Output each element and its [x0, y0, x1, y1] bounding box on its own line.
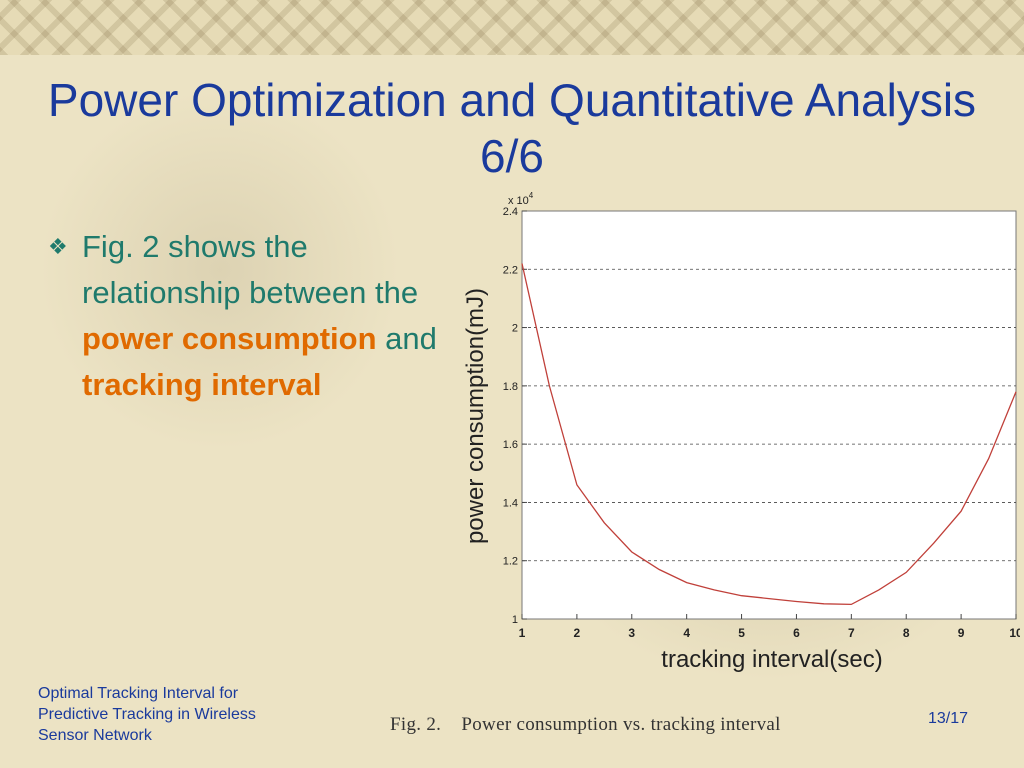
- x-tick-label: 5: [738, 626, 745, 640]
- power-consumption-chart: 1 1.2 1.4 1.6 1.8 2 2.2 2.4 1 2 3 4 5 6 7 8 9 10 x 104 t…: [462, 191, 1020, 673]
- grid-lines: [521, 210, 1017, 620]
- y-tick-label: 1.6: [503, 439, 518, 451]
- y-tick-label: 2.2: [503, 264, 518, 276]
- x-tick-label: 8: [903, 626, 910, 640]
- y-tick-label: 1.4: [503, 497, 518, 509]
- x-tick-label: 7: [848, 626, 855, 640]
- x-tick-label: 2: [574, 626, 581, 640]
- y-multiplier-label: x 104: [508, 191, 534, 207]
- x-tick-label: 6: [793, 626, 800, 640]
- bullet-text-part: Fig. 2 shows the relationship between th…: [82, 229, 419, 310]
- page-number: 13/17: [928, 710, 969, 727]
- x-tick-labels: 1 2 3 4 5 6 7 8 9 10: [519, 626, 1020, 640]
- x-tick-label: 10: [1009, 626, 1020, 640]
- figure-caption: Fig. 2. Power consumption vs. tracking i…: [390, 714, 781, 735]
- footer-title: Optimal Tracking Interval for Predictive…: [38, 685, 256, 744]
- plot-area: [521, 210, 1017, 620]
- bullet-text: Fig. 2 shows the relationship between th…: [82, 224, 452, 408]
- background-texture: [40, 90, 400, 450]
- x-tick-label: 9: [958, 626, 965, 640]
- decorative-top-border: [0, 0, 1024, 55]
- bullet-text-part: and: [376, 321, 437, 356]
- y-axis-label: power consumption(mJ): [462, 288, 489, 544]
- y-tick-label: 1: [512, 614, 518, 626]
- x-axis-label: tracking interval(sec): [661, 646, 882, 673]
- y-tick-label: 2.4: [503, 206, 518, 218]
- power-curve-line: [521, 263, 1017, 606]
- highlight-tracking-interval: tracking interval: [82, 367, 322, 402]
- y-tick-label: 1.2: [503, 556, 518, 568]
- x-tick-label: 1: [519, 626, 526, 640]
- diamond-bullet-icon: ❖: [48, 234, 68, 259]
- x-tick-label: 3: [628, 626, 635, 640]
- highlight-power-consumption: power consumption: [82, 321, 377, 356]
- y-tick-label: 2: [512, 323, 518, 335]
- slide-title: Power Optimization and Quantitative Anal…: [47, 74, 977, 182]
- x-tick-label: 4: [683, 626, 690, 640]
- y-tick-label: 1.8: [503, 381, 518, 393]
- y-tick-labels: 1 1.2 1.4 1.6 1.8 2 2.2 2.4: [503, 206, 518, 626]
